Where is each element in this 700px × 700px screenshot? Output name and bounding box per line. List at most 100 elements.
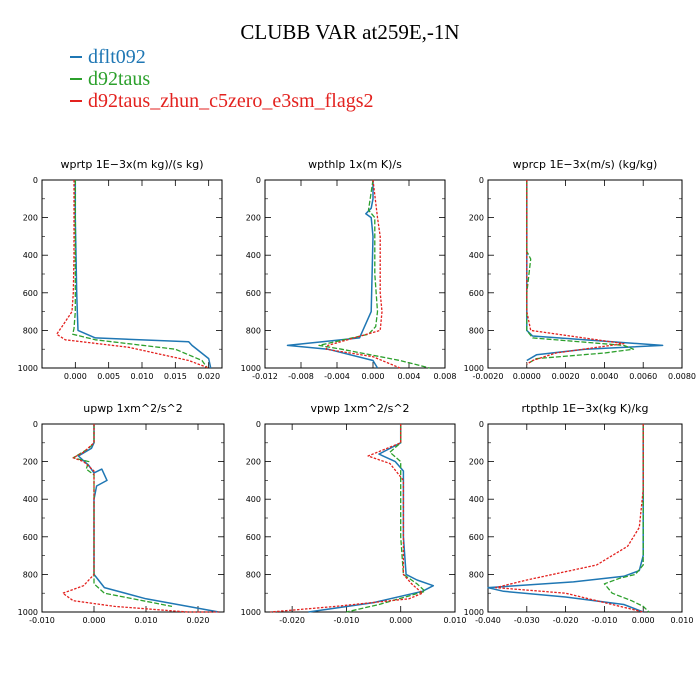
plot-frame [264,179,446,369]
x-tick-label: 0.0060 [629,372,657,381]
x-tick-label: 0.0020 [552,372,580,381]
series-line-d92taus [72,180,208,369]
x-tick-label: 0.000 [362,372,385,381]
y-tick-label: 800 [469,326,484,335]
y-tick-label: 600 [469,289,484,298]
y-tick-label: 200 [246,214,261,223]
subplot-title: wprtp 1E−3x(m kg)/(s kg) [61,158,204,171]
y-tick-label: 0 [33,420,38,429]
legend: dflt092 d92taus d92taus_zhun_c5zero_e3sm… [70,46,373,112]
x-tick-label: 0.000 [389,616,412,625]
y-tick-label: 800 [246,570,261,579]
legend-label: dflt092 [88,46,146,68]
plot-frame [41,423,225,613]
x-tick-label: -0.010 [592,616,618,625]
y-tick-label: 0 [33,176,38,185]
series-line-dflt092 [526,180,664,362]
y-tick-label: 200 [469,214,484,223]
series-line-d92taus_zhun_c5zero_e3sm_flags2 [62,424,219,613]
legend-label: d92taus_zhun_c5zero_e3sm_flags2 [88,90,374,112]
subplot-title: wprcp 1E−3x(m/s) (kg/kg) [513,158,658,171]
x-tick-label: 0.020 [197,372,220,381]
series-line-d92taus [318,179,430,369]
y-tick-label: 1000 [464,608,484,617]
y-tick-label: 400 [23,495,38,504]
x-tick-label: -0.010 [334,616,360,625]
y-tick-label: 800 [246,326,261,335]
subplot-6: rtpthlp 1E−3x(kg K)/kg02004006008001000-… [464,402,694,625]
legend-swatch [70,100,82,102]
series-line-d92taus [603,424,650,613]
page-title: CLUBB VAR at259E,-1N [240,20,460,44]
series-line-d92taus_zhun_c5zero_e3sm_flags2 [56,180,209,369]
x-tick-label: 0.000 [632,616,655,625]
y-tick-label: 400 [246,251,261,260]
x-tick-label: -0.012 [252,372,278,381]
y-tick-label: 600 [23,289,38,298]
legend-item-dflt092: dflt092 [70,46,373,68]
y-tick-label: 400 [23,251,38,260]
y-tick-label: 800 [23,570,38,579]
subplot-title: vpwp 1xm^2/s^2 [310,402,409,415]
y-tick-label: 200 [23,214,38,223]
series-line-d92taus_zhun_c5zero_e3sm_flags2 [495,424,644,613]
subplot-2: wpthlp 1x(m K)/s 0 200 400 600 800 1000-0.012 -… [241,158,457,381]
x-tick-label: 0.010 [444,616,467,625]
series-line-d92taus_zhun_c5zero_e3sm_flags2 [270,424,424,613]
series-line-dflt092 [74,180,212,369]
subplot-title: wpthlp 1x(m K)/s [308,158,402,171]
y-tick-label: 200 [23,458,38,467]
y-tick-label: 600 [246,533,261,542]
x-tick-label: 0.0040 [590,372,618,381]
x-tick-label: -0.0020 [473,372,504,381]
x-tick-label: -0.040 [475,616,501,625]
x-tick-label: 0.0000 [513,372,541,381]
y-tick-label: 600 [469,533,484,542]
y-tick-label: 200 [246,458,261,467]
y-tick-label: 1000 [18,608,38,617]
x-tick-label: 0.005 [97,372,120,381]
series-line-dflt092 [77,424,219,613]
plot-frame [487,423,683,613]
x-tick-label: -0.004 [324,372,350,381]
y-tick-label: 400 [246,495,261,504]
y-tick-label: 0 [256,176,261,185]
legend-item-d92taus-zhun: d92taus_zhun_c5zero_e3sm_flags2 [70,90,373,112]
series-line-d92taus_zhun_c5zero_e3sm_flags2 [325,179,401,369]
legend-swatch [70,56,82,58]
subplot-3: wprcp 1E−3x(m/s) (kg/kg) 0 200 400 600 800 100… [464,158,696,381]
subplot-title: upwp 1xm^2/s^2 [83,402,183,415]
x-tick-label: 0.010 [135,616,158,625]
x-tick-label: 0.004 [398,372,421,381]
y-tick-label: 1000 [18,364,38,373]
y-tick-label: 200 [469,458,484,467]
y-tick-label: 1000 [241,608,261,617]
y-tick-label: 800 [23,326,38,335]
x-tick-label: -0.010 [29,616,55,625]
y-tick-label: 400 [469,495,484,504]
subplot-title: rtpthlp 1E−3x(kg K)/kg [521,402,648,415]
x-tick-label: 0.0080 [668,372,696,381]
y-tick-label: 600 [246,289,261,298]
subplot-4: upwp 1xm^2/s^2 0 200 400 600 800 1000-0.010 0.0… [18,402,225,625]
series-line-dflt092 [308,424,435,613]
legend-item-d92taus: d92taus [70,68,373,90]
x-tick-label: -0.008 [288,372,314,381]
x-tick-label: 0.010 [671,616,694,625]
x-tick-label: 0.010 [131,372,154,381]
x-tick-label: -0.030 [514,616,540,625]
subplot-1: wprtp 1E−3x(m kg)/(s kg) 0 200 400 600 800 100… [18,158,223,381]
legend-swatch [70,78,82,80]
y-tick-label: 800 [469,570,484,579]
y-tick-label: 0 [479,420,484,429]
y-tick-label: 1000 [241,364,261,373]
x-tick-label: 0.000 [64,372,87,381]
series-line-d92taus [72,424,173,608]
y-tick-label: 600 [23,533,38,542]
y-tick-label: 0 [479,176,484,185]
series-line-d92taus_zhun_c5zero_e3sm_flags2 [526,180,625,365]
x-tick-label: 0.008 [434,372,457,381]
series-line-dflt092 [286,180,379,369]
x-tick-label: -0.020 [553,616,579,625]
